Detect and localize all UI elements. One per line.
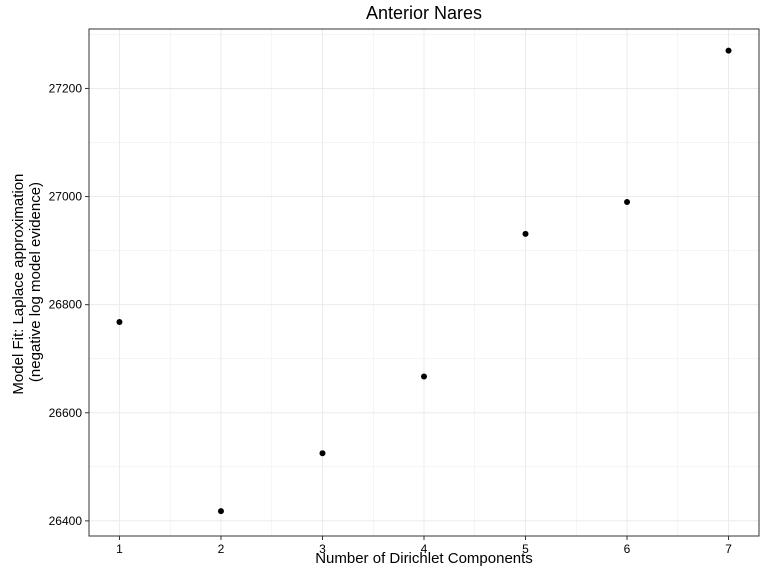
data-point: [624, 198, 631, 205]
x-tick-label: 2: [218, 542, 225, 556]
x-tick-label: 1: [116, 542, 123, 556]
data-point: [421, 373, 427, 380]
x-axis: 1 2 3 4 5 6 7: [116, 536, 732, 556]
y-axis: 26400 26600 26800 27000 27200: [49, 81, 89, 528]
data-point: [116, 318, 123, 325]
x-tick-label: 7: [725, 542, 732, 556]
y-tick-label: 27200: [49, 81, 83, 95]
data-point: [522, 230, 529, 237]
y-axis-title: Model Fit: Laplace approximation (negati…: [10, 169, 44, 394]
data-points: [116, 47, 732, 515]
x-tick-label: 4: [421, 542, 428, 556]
y-tick-label: 26400: [49, 514, 83, 528]
y-axis-title-line2: (negative log model evidence): [27, 182, 44, 382]
y-axis-title-line1: Model Fit: Laplace approximation: [10, 174, 27, 395]
data-point: [319, 450, 326, 457]
chart-title: Anterior Nares: [366, 3, 482, 23]
data-point: [217, 508, 224, 515]
x-tick-label: 3: [319, 542, 326, 556]
x-axis-title: Number of Dirichlet Components: [315, 550, 533, 567]
x-tick-label: 5: [522, 542, 529, 556]
grid: [89, 29, 759, 536]
y-tick-label: 26600: [49, 406, 83, 420]
y-tick-label: 27000: [49, 190, 83, 204]
x-tick-label: 6: [624, 542, 631, 556]
data-point: [725, 47, 732, 54]
y-tick-label: 26800: [49, 298, 83, 312]
